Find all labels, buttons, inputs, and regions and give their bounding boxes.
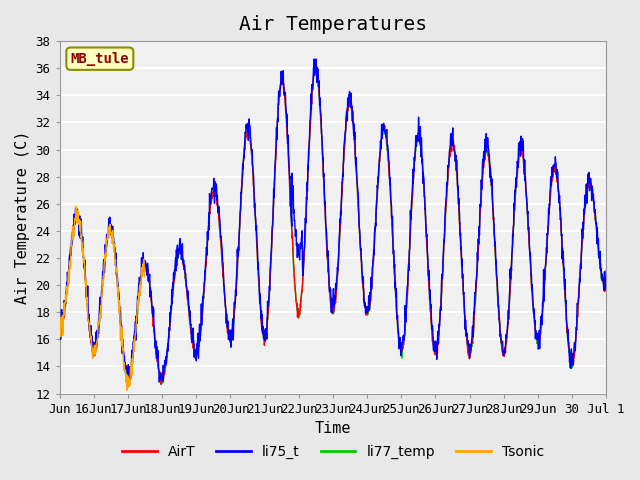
Tsonic	[113, 267, 120, 273]
Line: li75_t: li75_t	[60, 59, 606, 382]
li75_t	[156, 379, 163, 385]
AirT	[463, 332, 470, 338]
Tsonic	[56, 319, 63, 325]
li77_temp	[602, 281, 610, 287]
li75_t	[596, 261, 604, 266]
li75_t	[141, 262, 149, 267]
AirT	[141, 264, 149, 270]
li77_temp	[308, 88, 316, 94]
Line: li77_temp: li77_temp	[60, 67, 606, 384]
li77_temp	[56, 323, 63, 328]
AirT	[56, 322, 63, 327]
li75_t	[319, 155, 327, 161]
li75_t	[308, 87, 316, 93]
li75_t	[602, 268, 610, 274]
li77_temp	[319, 165, 327, 170]
Tsonic	[141, 265, 148, 271]
li77_temp	[141, 258, 149, 264]
Tsonic	[60, 315, 67, 321]
Tsonic	[61, 300, 69, 305]
li75_t	[543, 245, 550, 251]
li77_temp	[463, 332, 470, 337]
Tsonic	[85, 319, 93, 325]
li75_t	[312, 56, 320, 62]
X-axis label: Time: Time	[315, 421, 351, 436]
AirT	[319, 168, 327, 174]
AirT	[602, 287, 610, 292]
Tsonic	[124, 387, 131, 393]
Line: AirT: AirT	[60, 68, 606, 384]
AirT	[308, 85, 316, 91]
Y-axis label: Air Temperature (C): Air Temperature (C)	[15, 131, 30, 304]
AirT	[157, 382, 165, 387]
li75_t	[463, 327, 470, 333]
Tsonic	[136, 286, 143, 291]
Legend: AirT, li75_t, li77_temp, Tsonic: AirT, li75_t, li77_temp, Tsonic	[116, 439, 550, 464]
li77_temp	[543, 250, 550, 255]
AirT	[543, 253, 550, 259]
Title: Air Temperatures: Air Temperatures	[239, 15, 427, 34]
Tsonic	[72, 203, 80, 209]
li75_t	[56, 316, 63, 322]
AirT	[312, 65, 320, 71]
li77_temp	[157, 381, 165, 386]
Tsonic	[69, 237, 77, 242]
li77_temp	[311, 64, 319, 70]
AirT	[596, 258, 604, 264]
li77_temp	[596, 262, 604, 268]
Text: MB_tule: MB_tule	[70, 52, 129, 66]
Line: Tsonic: Tsonic	[60, 206, 145, 390]
